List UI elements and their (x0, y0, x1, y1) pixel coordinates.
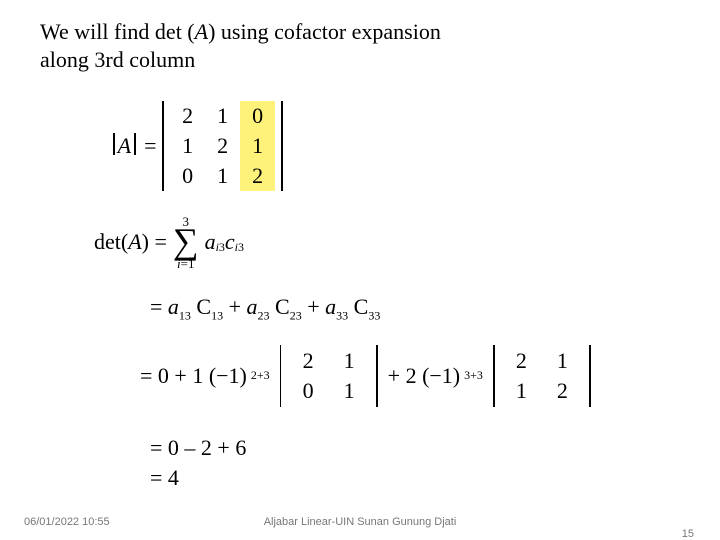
matrix-cell: 1 (205, 101, 240, 131)
matrix-cell: 0 (170, 161, 205, 191)
det-a-label: A = (110, 133, 162, 159)
minor-1: 21 01 (280, 345, 378, 407)
sum-c: c (225, 229, 235, 255)
det-label-var: A (128, 229, 141, 255)
equals-sign: = (139, 133, 162, 159)
abs-bar-right (134, 133, 136, 155)
sum-formula: det(A) = 3 ∑ i=1 ai3ci3 (94, 215, 680, 270)
sigma-lower: i=1 (177, 257, 194, 270)
sum-a-sub: i3 (216, 240, 225, 255)
heading-line1-pre: We will find det ( (40, 19, 195, 44)
calc-line: = 0 + 1 (−1) 2+3 21 01 + 2 (−1) 3+3 21 12 (140, 345, 680, 407)
expansion-line: = a13 C13 + a23 C23 + a33 C33 (150, 294, 680, 323)
sum-a: a (205, 229, 216, 255)
matrix-cell-highlight: 2 (240, 161, 275, 191)
matrix-cell-highlight: 0 (240, 101, 275, 131)
sigma: 3 ∑ i=1 (173, 215, 199, 270)
minor-2-table: 21 12 (500, 345, 584, 407)
footer: 06/01/2022 10:55 Aljabar Linear-UIN Suna… (0, 516, 720, 528)
calc-prefix: = 0 + 1 (−1) (140, 363, 247, 389)
matrix-bar-left (162, 101, 164, 191)
result: = 0 – 2 + 6 = 4 (150, 433, 680, 492)
matrix-cell-highlight: 1 (240, 131, 275, 161)
expansion-eq: = (150, 294, 168, 319)
calc-mid: + 2 (−1) (388, 363, 460, 389)
sum-term: ai3ci3 (205, 229, 244, 255)
det-label-post: ) = (142, 229, 167, 255)
heading-line1-post: ) using cofactor expansion (208, 19, 441, 44)
matrix-a-block: A = 2 1 0 1 2 1 0 1 (110, 101, 680, 191)
matrix-cell: 2 (205, 131, 240, 161)
matrix-cell: 1 (205, 161, 240, 191)
result-line1: = 0 – 2 + 6 (150, 433, 680, 463)
heading: We will find det (A) using cofactor expa… (40, 18, 680, 73)
matrix-bar-right (281, 101, 283, 191)
footer-timestamp: 06/01/2022 10:55 (24, 516, 110, 528)
sigma-symbol: ∑ (173, 226, 199, 257)
footer-page-number: 15 (682, 528, 694, 540)
matrix-cell: 1 (170, 131, 205, 161)
matrix-a: 2 1 0 1 2 1 0 1 2 (162, 101, 283, 191)
minor-2: 21 12 (493, 345, 591, 407)
matrix-cell: 2 (170, 101, 205, 131)
calc-exp2: 3+3 (464, 368, 483, 383)
heading-line1-var: A (195, 19, 208, 44)
det-label-pre: det( (94, 229, 128, 255)
calc-exp1: 2+3 (251, 368, 270, 383)
matrix-a-table: 2 1 0 1 2 1 0 1 2 (170, 101, 275, 191)
sum-c-sub: i3 (235, 240, 244, 255)
abs-bar-left (113, 133, 115, 155)
heading-line2: along 3rd column (40, 47, 195, 72)
matrix-a-var: A (118, 133, 131, 159)
minor-1-table: 21 01 (287, 345, 371, 407)
result-line2: = 4 (150, 463, 680, 493)
